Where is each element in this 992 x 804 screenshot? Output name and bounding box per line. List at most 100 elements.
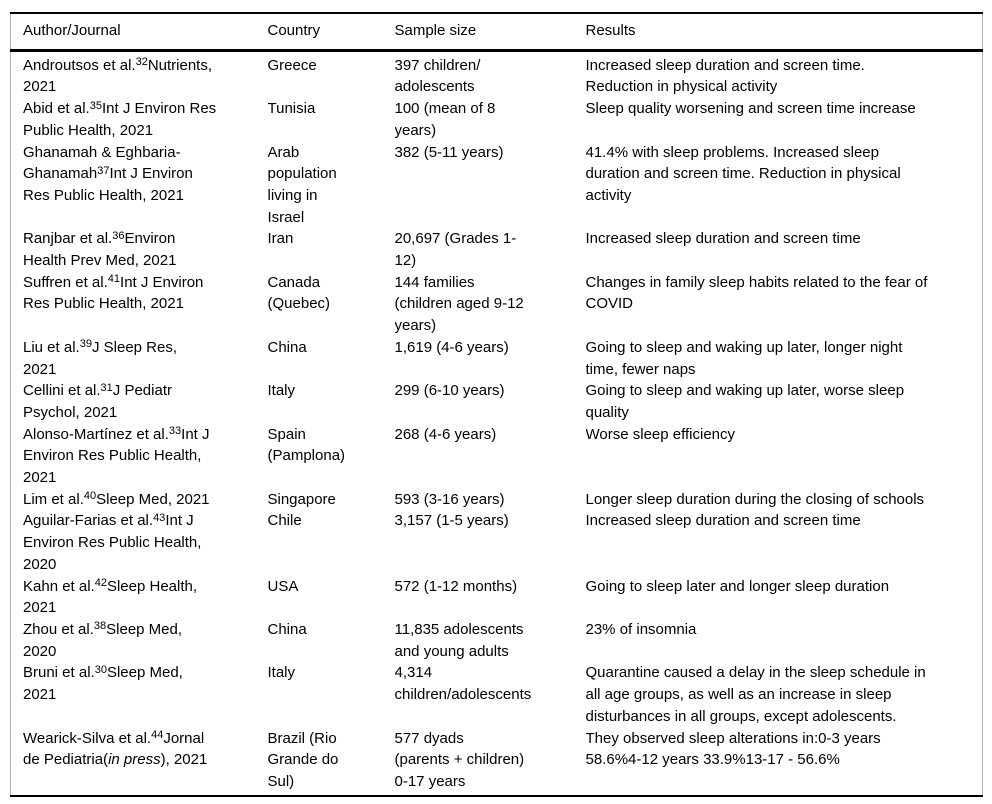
reference-superscript: 43 (153, 511, 166, 524)
country-cell: Spain (Pamplona) (267, 425, 346, 465)
author-cell: Aguilar-Farias et al.43Int J Environ Res… (11, 510, 268, 575)
column-header-results: Results (585, 22, 636, 39)
country-cell: Iran (267, 230, 294, 248)
studies-table-container: Author/Journal Country Sample size Results … (10, 12, 983, 797)
text-segment: Int J Environ Res Public Health, 2020 (23, 512, 202, 573)
sample-cell: 100 (mean of 8 years) (394, 100, 496, 139)
sample-cell: 1,619 (4-6 years) (394, 338, 509, 356)
text-segment: Nutrients, 2021 (23, 56, 213, 96)
reference-superscript: 40 (83, 490, 97, 503)
text-segment: Aguilar-Farias et al. (23, 512, 154, 530)
sample-cell: 20,697 (Grades 1- 12) (394, 230, 517, 270)
country-cell: Chile (267, 512, 302, 530)
results-cell: 41.4% with sleep problems. Increased sle… (585, 143, 901, 204)
results-cell: Worse sleep efficiency (585, 425, 736, 443)
reference-superscript: 36 (112, 229, 125, 242)
sample-cell: 268 (4-6 years) (394, 425, 497, 443)
text-segment: Int J Environ Res Public Health, 2021 (23, 273, 204, 313)
author-cell: Kahn et al.42Sleep Health, 2021 (11, 576, 268, 619)
table-row: Androutsos et al.32Nutrients, 2021 Greece… (11, 50, 983, 98)
results-cell: Sleep quality worsening and screen time … (585, 100, 916, 118)
country-cell: China (267, 338, 307, 356)
results-cell: Increased sleep duration and screen time (585, 230, 861, 248)
results-cell: Increased sleep duration and screen time… (585, 56, 865, 96)
author-cell: Androutsos et al.32Nutrients, 2021 (11, 50, 268, 98)
country-cell: Greece (267, 56, 317, 74)
sample-cell: 11,835 adolescents and young adults (394, 620, 524, 660)
reference-superscript: 35 (89, 99, 102, 112)
results-cell: Going to sleep and waking up later, wors… (585, 382, 905, 421)
sample-cell: 397 children/ adolescents (394, 56, 481, 96)
text-segment: J Sleep Res, 2021 (23, 338, 178, 378)
reference-superscript: 31 (100, 381, 113, 394)
author-cell: Ghanamah & Eghbaria- Ghanamah37Int J Env… (11, 142, 268, 229)
text-segment: Sleep Med, 2020 (23, 620, 183, 660)
text-segment: Liu et al. (23, 338, 80, 356)
author-cell: Suffren et al.41Int J Environ Res Public… (11, 272, 268, 337)
text-segment: Environ Health Prev Med, 2021 (23, 230, 177, 270)
author-cell: Liu et al.39J Sleep Res, 2021 (11, 337, 268, 380)
author-cell: Ranjbar et al.36Environ Health Prev Med,… (11, 228, 268, 271)
italic-text: in press (108, 751, 161, 769)
text-segment: Kahn et al. (23, 577, 95, 595)
reference-superscript: 38 (93, 620, 107, 633)
table-row: Liu et al.39J Sleep Res, 2021 China 1,619 … (11, 337, 983, 380)
text-segment: J Pediatr Psychol, 2021 (23, 382, 172, 421)
sample-cell: 144 families (children aged 9-12 years) (394, 273, 524, 335)
text-segment: Sleep Med, 2021 (23, 664, 183, 704)
author-cell: Cellini et al.31J Pediatr Psychol, 2021 (11, 380, 268, 423)
results-cell: Going to sleep and waking up later, long… (585, 338, 903, 378)
text-segment: Int J Environ Res Public Health, 2021 (23, 425, 210, 487)
author-cell: Lim et al.40Sleep Med, 2021 (11, 489, 268, 511)
header-row: Author/Journal Country Sample size Results (10, 13, 983, 51)
reference-superscript: 30 (94, 663, 107, 676)
results-cell: Longer sleep duration during the closing… (585, 490, 925, 508)
table-row: Wearick-Silva et al.44Jornal de Pediatri… (11, 728, 983, 796)
text-segment: Lim et al. (23, 490, 84, 508)
table-row: Ranjbar et al.36Environ Health Prev Med,… (11, 228, 983, 271)
country-cell: Canada (Quebec) (267, 273, 331, 313)
text-segment: Jornal de Pediatria( (23, 729, 205, 769)
reference-superscript: 32 (135, 56, 148, 69)
text-segment: Suffren et al. (23, 273, 108, 291)
reference-superscript: 39 (79, 338, 92, 351)
sample-cell: 382 (5-11 years) (394, 143, 504, 161)
text-segment: Androutsos et al. (23, 56, 136, 74)
table-row: Lim et al.40Sleep Med, 2021 Singapore 593 … (11, 489, 983, 511)
author-cell: Zhou et al.38Sleep Med, 2020 (11, 619, 268, 662)
table-row: Aguilar-Farias et al.43Int J Environ Res… (11, 510, 983, 575)
country-cell: China (267, 620, 307, 638)
country-cell: Tunisia (267, 100, 316, 118)
sample-cell: 299 (6-10 years) (394, 382, 505, 400)
sample-cell: 572 (1-12 months) (394, 577, 518, 595)
studies-table: Author/Journal Country Sample size Results … (10, 12, 983, 797)
column-header-sample: Sample size (394, 22, 477, 39)
author-cell: Wearick-Silva et al.44Jornal de Pediatri… (11, 728, 268, 796)
table-row: Suffren et al.41Int J Environ Res Public… (11, 272, 983, 337)
author-cell: Abid et al.35Int J Environ Res Public He… (11, 98, 268, 141)
reference-superscript: 44 (151, 729, 164, 741)
table-header: Author/Journal Country Sample size Results (10, 13, 983, 51)
text-segment: Sleep Health, 2021 (23, 577, 198, 617)
text-segment: Abid et al. (23, 100, 90, 118)
text-segment: ), 2021 (160, 751, 208, 769)
text-segment: Bruni et al. (23, 664, 95, 682)
table-row: Alonso-Martínez et al.33Int J Environ Re… (11, 424, 983, 489)
country-cell: USA (267, 577, 299, 595)
table-row: Ghanamah & Eghbaria- Ghanamah37Int J Env… (11, 142, 983, 229)
text-segment: Ghanamah & Eghbaria- Ghanamah (23, 143, 181, 183)
table-row: Bruni et al.30Sleep Med, 2021 Italy 4,314 … (11, 662, 983, 727)
country-cell: Arab population living in Israel (267, 143, 337, 226)
reference-superscript: 42 (94, 577, 107, 590)
results-cell: Changes in family sleep habits related t… (585, 273, 928, 313)
country-cell: Brazil (Rio Grande do Sul) (267, 729, 339, 790)
text-segment: Int J Environ Res Public Health, 2021 (23, 165, 193, 204)
column-header-country: Country (267, 22, 321, 39)
author-cell: Alonso-Martínez et al.33Int J Environ Re… (11, 424, 268, 489)
results-cell: 23% of insomnia (585, 620, 697, 638)
reference-superscript: 37 (97, 164, 110, 177)
text-segment: Ranjbar et al. (23, 230, 113, 248)
table-row: Cellini et al.31J Pediatr Psychol, 2021 I… (11, 380, 983, 423)
results-cell: They observed sleep alterations in:0-3 y… (585, 729, 881, 769)
sample-cell: 4,314 children/adolescents (394, 664, 532, 704)
